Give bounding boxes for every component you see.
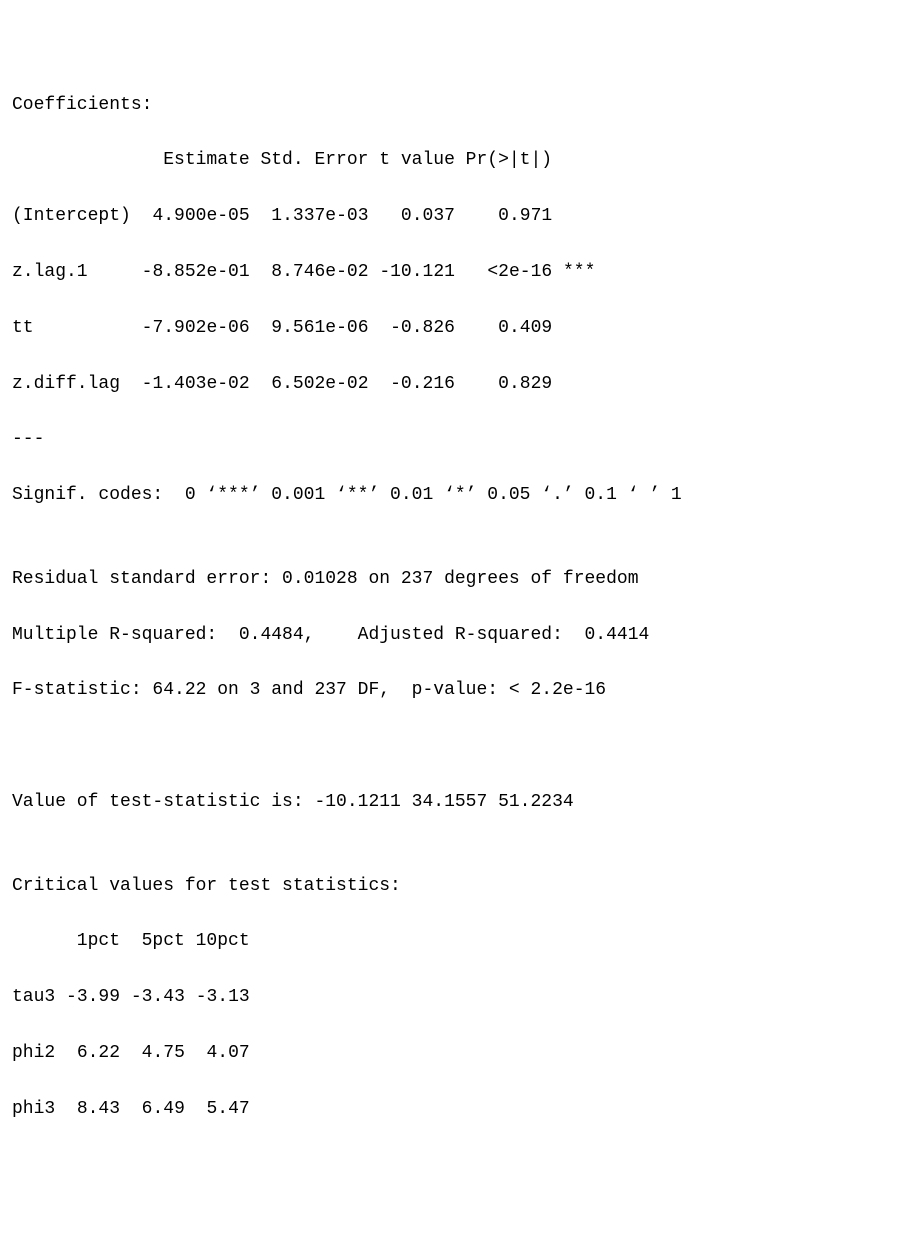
- coef-row-zlag1: z.lag.1 -8.852e-01 8.746e-02 -10.121 <2e…: [12, 259, 898, 287]
- coef-row-zdifflag: z.diff.lag -1.403e-02 6.502e-02 -0.216 0…: [12, 371, 898, 399]
- coefficients-header: Estimate Std. Error t value Pr(>|t|): [12, 147, 898, 175]
- crit-10pct: 4.07: [196, 1043, 250, 1063]
- coef-estimate: -7.902e-06: [142, 318, 250, 338]
- coef-row-tt: tt -7.902e-06 9.561e-06 -0.826 0.409: [12, 315, 898, 343]
- crit-row-phi2: phi2 6.22 4.75 4.07: [12, 1040, 898, 1068]
- coef-signif: [552, 206, 595, 226]
- coef-tvalue: -0.216: [379, 374, 455, 394]
- coef-signif: [552, 318, 595, 338]
- f-statistic-line: F-statistic: 64.22 on 3 and 237 DF, p-va…: [12, 677, 898, 705]
- coef-pvalue: <2e-16: [466, 262, 552, 282]
- coef-tvalue: -0.826: [379, 318, 455, 338]
- crit-1pct: -3.99: [66, 987, 120, 1007]
- crit-5pct: 4.75: [131, 1043, 185, 1063]
- coef-signif: [552, 374, 595, 394]
- coef-row-intercept: (Intercept) 4.900e-05 1.337e-03 0.037 0.…: [12, 203, 898, 231]
- coef-pvalue: 0.971: [466, 206, 552, 226]
- coef-pvalue: 0.829: [466, 374, 552, 394]
- crit-10pct: -3.13: [196, 987, 250, 1007]
- crit-label: phi3: [12, 1099, 55, 1119]
- crit-5pct: -3.43: [131, 987, 185, 1007]
- signif-codes: Signif. codes: 0 ‘***’ 0.001 ‘**’ 0.01 ‘…: [12, 482, 898, 510]
- coef-stderr: 9.561e-06: [260, 318, 368, 338]
- test-statistic-line: Value of test-statistic is: -10.1211 34.…: [12, 789, 898, 817]
- crit-row-tau3: tau3 -3.99 -3.43 -3.13: [12, 984, 898, 1012]
- coef-stderr: 1.337e-03: [260, 206, 368, 226]
- coef-signif: ***: [552, 262, 595, 282]
- coef-label: (Intercept): [12, 206, 131, 226]
- coef-estimate: 4.900e-05: [142, 206, 250, 226]
- coef-estimate: -1.403e-02: [142, 374, 250, 394]
- critical-values-title: Critical values for test statistics:: [12, 873, 898, 901]
- coef-pvalue: 0.409: [466, 318, 552, 338]
- crit-1pct: 6.22: [66, 1043, 120, 1063]
- coefficients-title: Coefficients:: [12, 92, 898, 120]
- coef-estimate: -8.852e-01: [142, 262, 250, 282]
- coef-label: tt: [12, 318, 131, 338]
- divider: ---: [12, 426, 898, 454]
- crit-10pct: 5.47: [196, 1099, 250, 1119]
- crit-5pct: 6.49: [131, 1099, 185, 1119]
- coef-stderr: 8.746e-02: [260, 262, 368, 282]
- critical-values-header: 1pct 5pct 10pct: [12, 928, 898, 956]
- crit-label: tau3: [12, 987, 55, 1007]
- coef-tvalue: 0.037: [379, 206, 455, 226]
- coef-label: z.diff.lag: [12, 374, 131, 394]
- r-squared-line: Multiple R-squared: 0.4484, Adjusted R-s…: [12, 622, 898, 650]
- crit-label: phi2: [12, 1043, 55, 1063]
- crit-1pct: 8.43: [66, 1099, 120, 1119]
- coef-label: z.lag.1: [12, 262, 131, 282]
- crit-row-phi3: phi3 8.43 6.49 5.47: [12, 1096, 898, 1124]
- residual-std-error: Residual standard error: 0.01028 on 237 …: [12, 566, 898, 594]
- coef-stderr: 6.502e-02: [260, 374, 368, 394]
- coef-tvalue: -10.121: [379, 262, 455, 282]
